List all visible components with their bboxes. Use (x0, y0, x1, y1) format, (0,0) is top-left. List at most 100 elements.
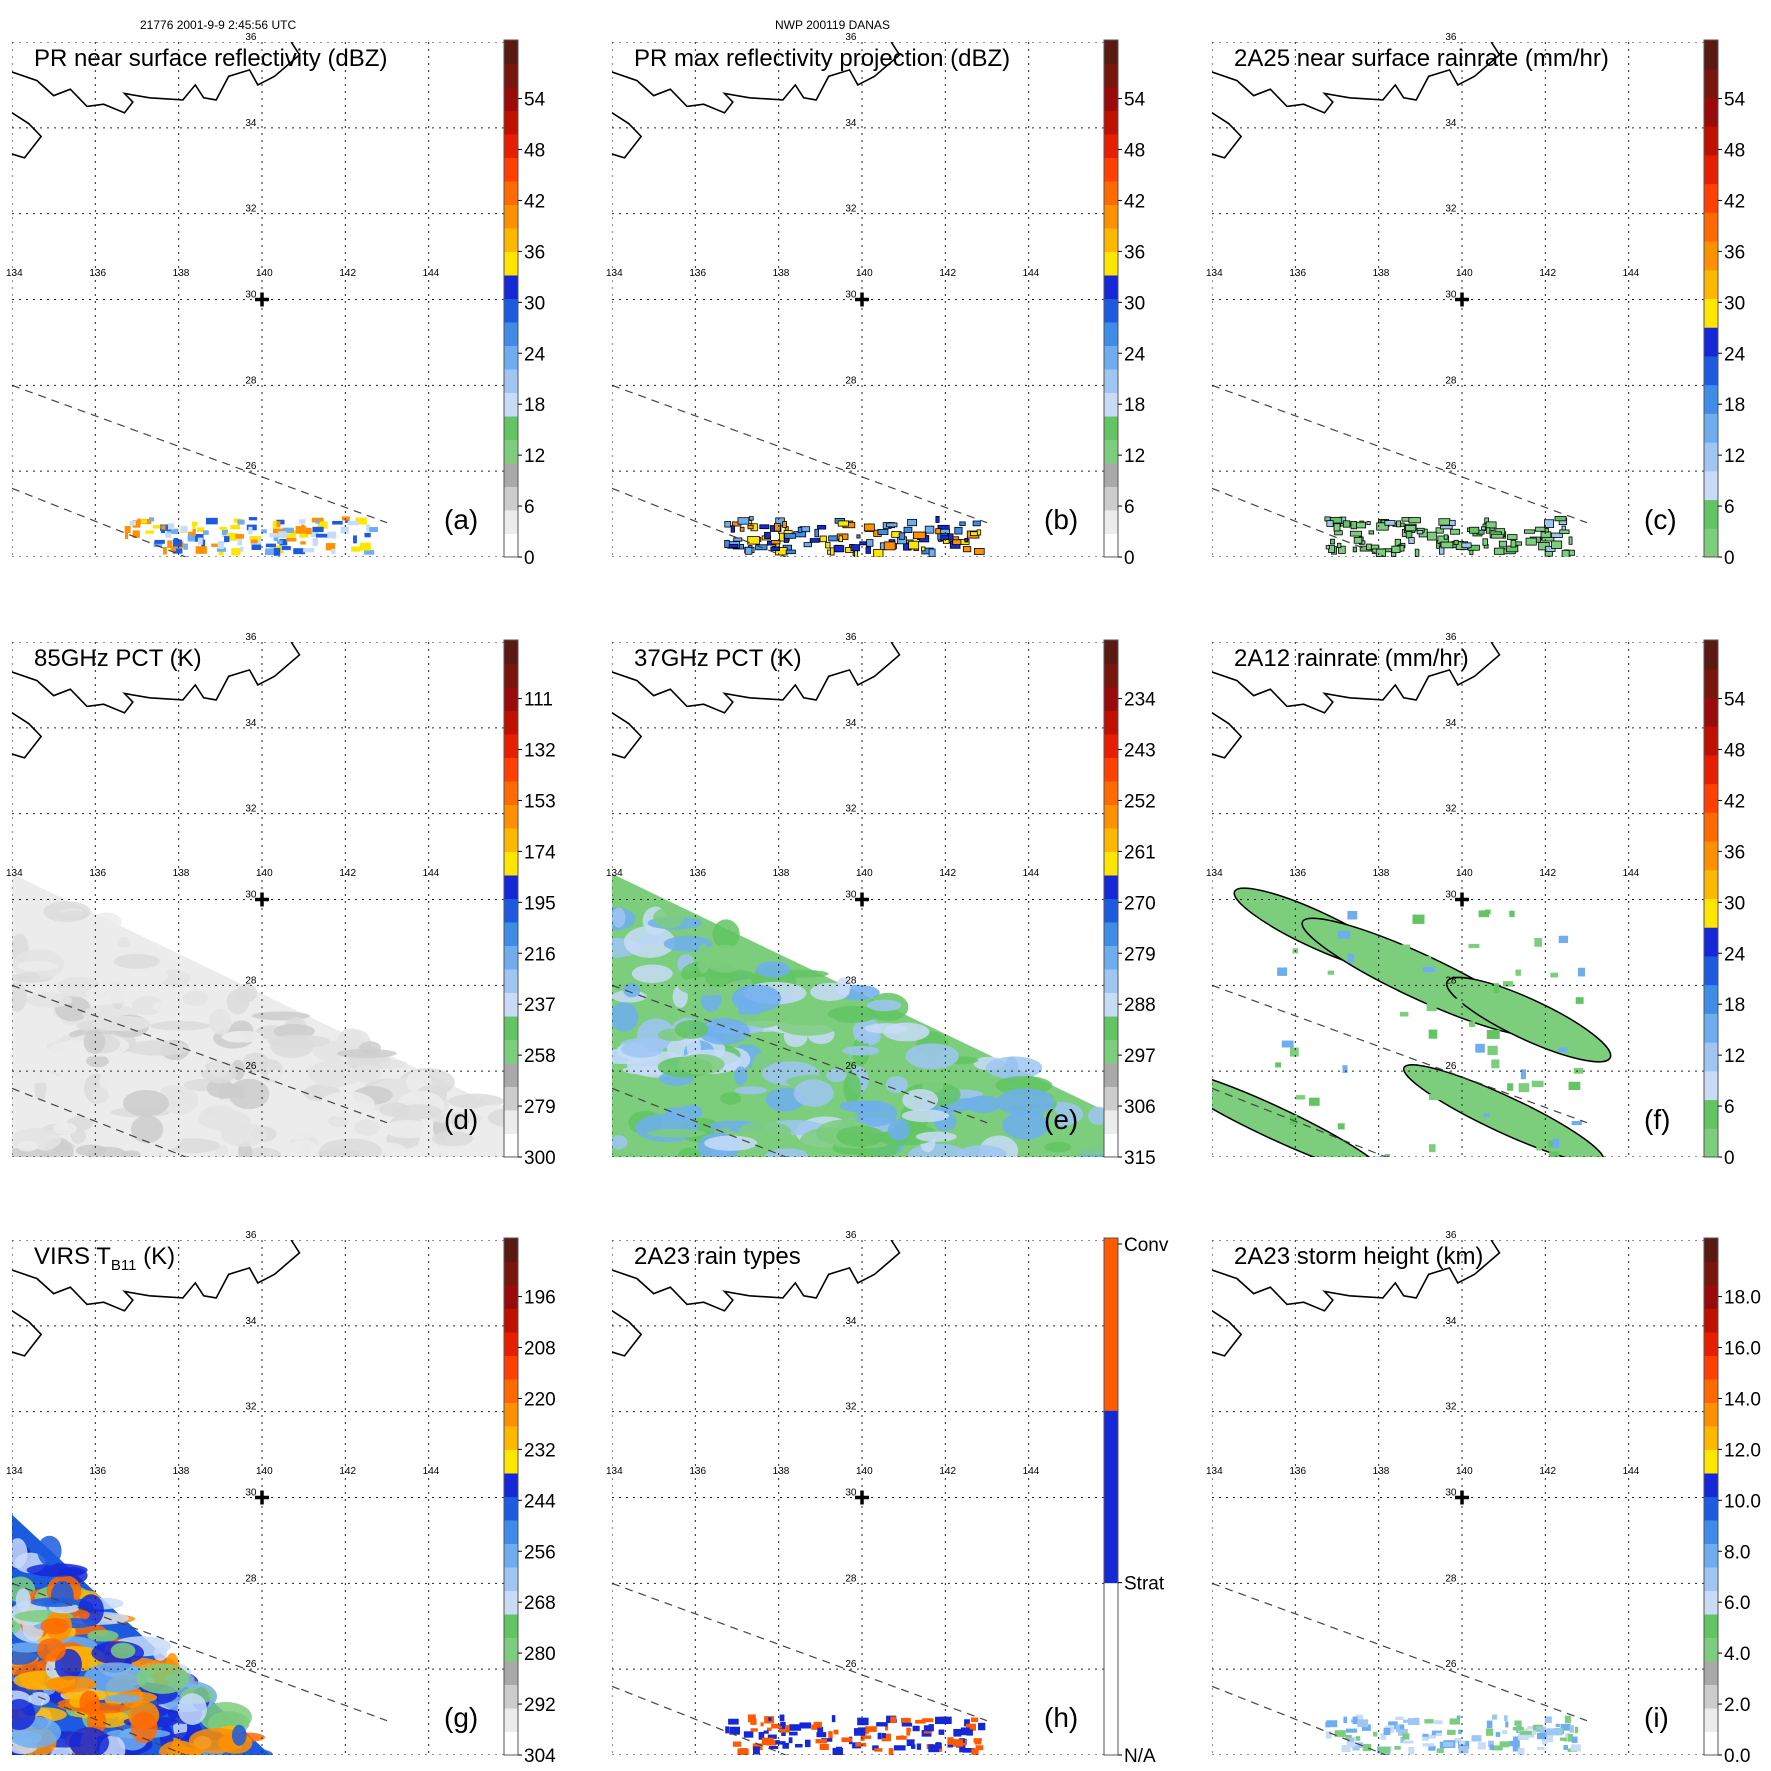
field-cell (166, 528, 179, 535)
colorbar-tick-label: 0.0 (1724, 1746, 1750, 1767)
colorbar-frame (1703, 1237, 1719, 1756)
field-cell (188, 531, 195, 536)
lat-tick-label: 26 (845, 1061, 857, 1072)
field-cell (836, 1125, 885, 1147)
colorbar-swatch (504, 369, 518, 393)
field-cell (1544, 1716, 1552, 1724)
field-cell (1536, 1726, 1546, 1730)
field-cell (1497, 1125, 1503, 1131)
field-cell (267, 1070, 283, 1080)
field-cell (160, 1085, 199, 1115)
field-cell (239, 546, 244, 553)
field-cell (771, 1723, 782, 1729)
field-cell (697, 943, 710, 974)
field-cell (698, 1017, 750, 1045)
colorbar-swatch (1704, 1332, 1718, 1356)
field-cell (628, 1098, 693, 1109)
field-cell (93, 1015, 152, 1032)
colorbar-swatch (1104, 486, 1118, 511)
field-cell (56, 910, 89, 920)
colorbar-tick-label: 0 (1124, 548, 1135, 569)
colorbar-tick-label: 54 (1124, 90, 1146, 111)
field-cell (187, 534, 197, 542)
field-cell (1308, 1097, 1320, 1106)
field-cell (1512, 1726, 1524, 1731)
field-cell (1564, 1715, 1571, 1724)
field-cell (928, 1744, 940, 1753)
colorbar-swatch (504, 510, 518, 534)
panel-b: 134 136 138 140 142 144 36 34 32 30 28 26 PR max ref… (606, 32, 1112, 557)
colorbar-tick-label: 0 (1724, 1148, 1735, 1169)
panel-c-label: (c) (1644, 504, 1677, 535)
colorbar-tick-label: 24 (1724, 944, 1746, 965)
field-cell (1545, 545, 1556, 552)
lon-tick-label: 144 (1023, 868, 1040, 879)
field-cell (964, 1095, 1001, 1113)
field-cell (1514, 1720, 1522, 1726)
lat-tick-label: 30 (245, 890, 257, 901)
field-cell (838, 535, 843, 543)
field-cell (355, 517, 367, 525)
field-cell (830, 547, 835, 556)
field-cell (1402, 1733, 1410, 1740)
field-cell (1405, 525, 1417, 532)
field-cell (1447, 1729, 1456, 1735)
field-cell (131, 1115, 164, 1144)
colorbar-swatch (1104, 875, 1118, 899)
rain-band (1445, 976, 1612, 1063)
field-cell (755, 961, 791, 978)
colorbar-tick-label: 10.0 (1724, 1491, 1761, 1512)
field-cell (1383, 1727, 1391, 1735)
panel-b-title: PR max reflectivity projection (dBZ) (634, 45, 1010, 72)
colorbar-swatch (1104, 110, 1118, 135)
field-cell (327, 1115, 349, 1128)
field-cell (1492, 1714, 1498, 1720)
lat-tick-label: 36 (845, 1230, 857, 1241)
colorbar-tick-label: 12 (1724, 1046, 1745, 1067)
colorbar-swatch (504, 345, 518, 370)
field-cell (1551, 532, 1563, 539)
field-cell (315, 519, 320, 524)
field-cell (30, 1597, 79, 1607)
colorbar-swatch (1104, 781, 1118, 805)
field-cell (1334, 1730, 1346, 1737)
pr-swath-edge (12, 384, 388, 524)
field-cell (770, 540, 781, 545)
field-cell (21, 1049, 53, 1060)
field-cell (653, 907, 685, 929)
lon-tick-label: 136 (689, 1466, 706, 1477)
field-cell (737, 1748, 749, 1755)
field-cell (299, 532, 309, 538)
field-cell (1510, 1120, 1520, 1131)
colorbar-swatch (504, 1637, 518, 1662)
field-cell (810, 982, 850, 1001)
colorbar-swatch (1104, 63, 1118, 88)
field-cell (623, 983, 641, 998)
field-cell (747, 1714, 756, 1723)
colorbar-swatch (1704, 241, 1718, 271)
field-cell (915, 1131, 957, 1142)
field-cell (352, 1064, 382, 1083)
colorbar-swatch (1104, 1110, 1118, 1134)
lat-tick-label: 26 (1445, 461, 1457, 472)
colorbar-swatch (1704, 1099, 1718, 1129)
field-cell (1368, 530, 1375, 535)
colorbar-swatch (504, 851, 518, 876)
field-cell (1517, 1747, 1525, 1755)
field-cell (841, 1737, 852, 1743)
colorbar-tick-label: 6 (524, 497, 535, 518)
field-cell (764, 531, 771, 539)
colorbar-swatch (1704, 812, 1718, 842)
lon-tick-label: 136 (1289, 268, 1306, 279)
colorbar-swatch (1704, 1070, 1718, 1101)
panel-a-plot (12, 42, 512, 557)
field-cell (1400, 1736, 1405, 1744)
field-cell (1346, 1741, 1356, 1747)
lon-tick-label: 134 (1206, 1466, 1223, 1477)
field-cell (1577, 967, 1585, 977)
field-cell (959, 1745, 966, 1753)
colorbar-swatch (1704, 212, 1718, 242)
lon-tick-label: 136 (689, 268, 706, 279)
colorbar-swatch (1104, 510, 1118, 534)
colorbar-swatch (1104, 1039, 1118, 1064)
